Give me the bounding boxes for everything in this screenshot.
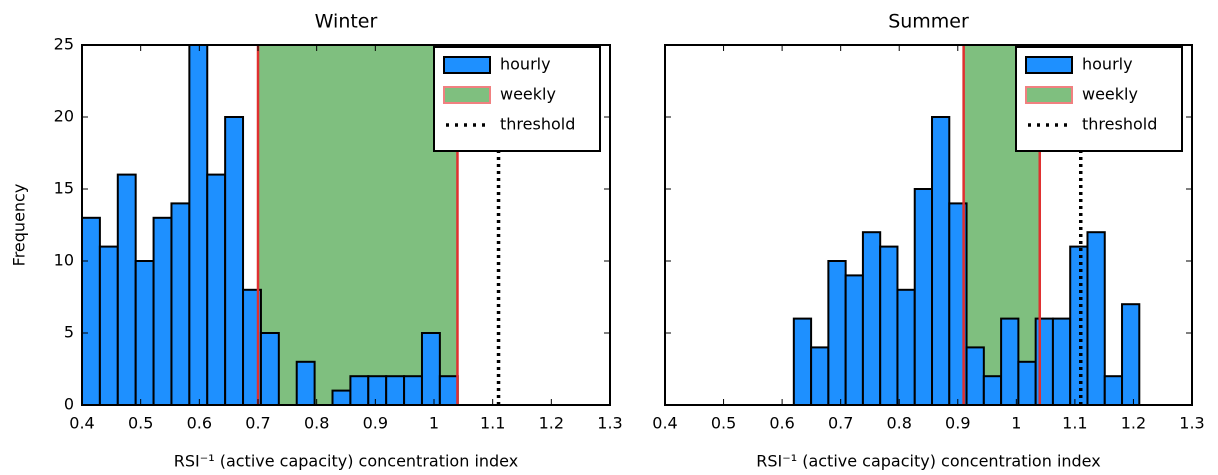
bar: [367, 375, 388, 405]
plot-area: [82, 45, 501, 405]
bar: [896, 288, 916, 405]
y-tick-label: 15: [54, 179, 74, 198]
bar: [403, 375, 423, 405]
bar: [1103, 375, 1124, 405]
chart-title: Summer: [888, 11, 969, 33]
bar: [224, 116, 245, 405]
bar: [982, 375, 1003, 405]
legend-label: hourly: [1082, 55, 1133, 74]
bar: [1034, 317, 1054, 405]
legend-swatch: [1025, 86, 1073, 104]
bar: [792, 317, 813, 405]
x-tick-label: 0.9: [945, 414, 970, 433]
bar: [810, 346, 830, 405]
x-tick-label: 1.2: [539, 414, 564, 433]
plot: 0.4 0.5 0.6 0.7 0.8 0.9 1 1.1 1.2 1.3 Summer RSI⁻¹ …: [652, 11, 1204, 471]
bar: [188, 45, 209, 405]
x-tick-label: 1.2: [1121, 414, 1146, 433]
bar: [948, 202, 968, 405]
legend-label: threshold: [500, 115, 575, 134]
legend-label: threshold: [1082, 115, 1157, 134]
x-axis-label: RSI⁻¹ (active capacity) concentration in…: [756, 452, 1100, 471]
x-tick-label: 0.9: [363, 414, 388, 433]
legend-label: weekly: [1082, 85, 1138, 104]
chart-title: Winter: [315, 11, 378, 33]
x-tick-label: 0.7: [245, 414, 270, 433]
bar: [1069, 245, 1089, 405]
plot: 0.4 0.5 0.6 0.7 0.8 0.9 1 1.1 1.2 1.3 0 5 10 15 20 25 Wi…: [10, 11, 623, 471]
legend-swatch: [443, 56, 491, 74]
axes-frame: [664, 44, 1193, 406]
y-tick-label: 5: [64, 323, 74, 342]
bar: [116, 173, 137, 405]
bar: [420, 332, 441, 405]
bar: [295, 360, 316, 405]
legend-label: weekly: [500, 85, 556, 104]
x-axis-label: RSI⁻¹ (active capacity) concentration in…: [174, 452, 518, 471]
bar: [438, 375, 459, 405]
bar: [879, 245, 899, 405]
bar: [385, 375, 406, 405]
x-tick-label: 1.1: [480, 414, 505, 433]
bar: [170, 202, 191, 405]
bar: [1086, 231, 1106, 405]
bar: [349, 375, 370, 405]
y-tick-label: 20: [54, 107, 74, 126]
y-axis-label: Frequency: [10, 184, 29, 267]
x-tick-label: 0.6: [769, 414, 794, 433]
bar: [206, 173, 227, 405]
bar: [931, 116, 951, 405]
legend-swatch: [1025, 56, 1073, 74]
bar: [331, 389, 352, 405]
x-tick-label: 1.3: [1179, 414, 1204, 433]
bar: [259, 332, 280, 405]
bar: [965, 346, 985, 405]
x-tick-label: 0.8: [304, 414, 329, 433]
x-tick-label: 1: [429, 414, 439, 433]
y-tick-label: 25: [54, 35, 74, 54]
x-tick-label: 0.4: [652, 414, 677, 433]
x-tick-label: 1.3: [597, 414, 622, 433]
x-tick-label: 0.5: [711, 414, 736, 433]
x-tick-label: 0.6: [187, 414, 212, 433]
x-tick-label: 0.4: [69, 414, 94, 433]
legend-label: hourly: [500, 55, 551, 74]
y-tick-label: 10: [54, 251, 74, 270]
bar: [134, 260, 155, 405]
x-tick-label: 0.8: [886, 414, 911, 433]
x-tick-label: 1.1: [1062, 414, 1087, 433]
bar: [1000, 317, 1020, 405]
bar: [1051, 317, 1072, 405]
x-tick-label: 1: [1011, 414, 1021, 433]
bar: [861, 231, 882, 405]
axes-frame: [81, 44, 611, 406]
bar: [1121, 303, 1141, 405]
bar: [827, 260, 847, 405]
y-tick-label: 0: [64, 395, 74, 414]
x-tick-label: 0.5: [128, 414, 153, 433]
plot-area: [792, 45, 1141, 405]
legend-swatch: [443, 86, 491, 104]
bar: [844, 274, 864, 405]
bar: [913, 188, 934, 405]
x-tick-label: 0.7: [828, 414, 853, 433]
bar: [98, 245, 119, 405]
bar: [152, 216, 173, 405]
bar: [82, 216, 101, 405]
bar: [1017, 360, 1037, 405]
